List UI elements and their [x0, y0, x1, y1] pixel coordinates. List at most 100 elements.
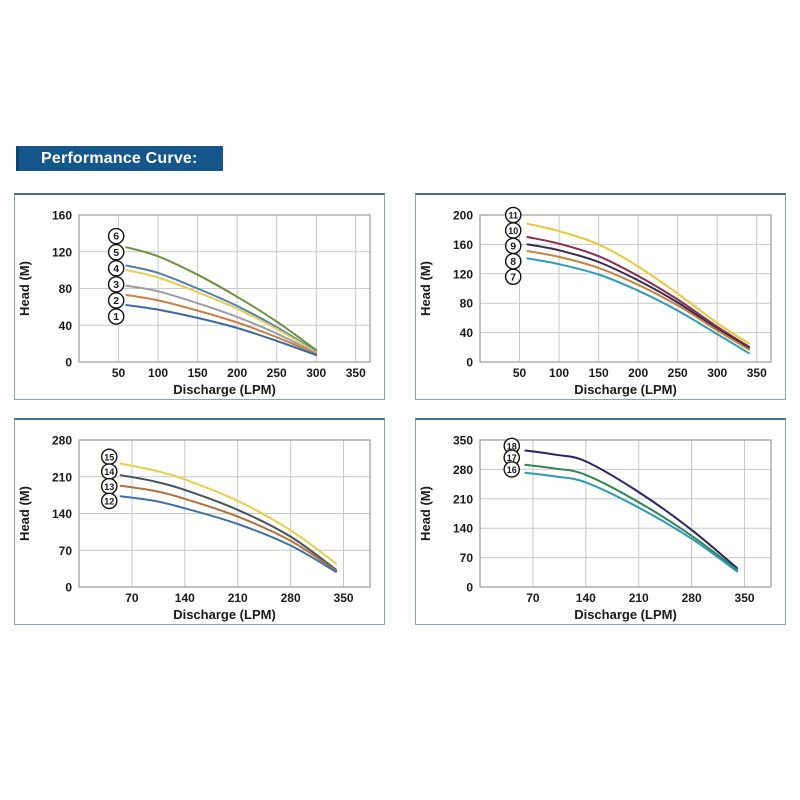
x-tick-label-280: 280 [682, 591, 702, 605]
curve-14 [119, 474, 337, 571]
y-tick-label-0: 0 [466, 581, 473, 595]
x-tick-label-150: 150 [589, 366, 609, 380]
x-tick-label-200: 200 [227, 366, 247, 380]
y-tick-label-120: 120 [52, 245, 72, 259]
section-title: Performance Curve: [41, 149, 198, 167]
x-tick-label-100: 100 [549, 366, 569, 380]
y-tick-label-280: 280 [52, 434, 72, 448]
plot-border [78, 439, 371, 588]
x-tick-label-140: 140 [576, 591, 596, 605]
x-tick-label-210: 210 [228, 591, 248, 605]
curve-7 [526, 257, 750, 355]
y-tick-label-160: 160 [453, 238, 473, 252]
chart-panel-2: 0 40 80 120 160 200 50 100 150 200 250 300 350 Discha… [415, 193, 786, 400]
curve-4 [125, 269, 318, 354]
chart-panel-1: 0 40 80 120 160 50 100 150 200 250 300 350 Discharge… [14, 193, 385, 400]
x-tick-label-50: 50 [112, 366, 126, 380]
curve-badge-label-12: 12 [104, 497, 114, 507]
curve-badge-circle-4 [107, 259, 125, 277]
y-tick-label-40: 40 [59, 319, 73, 333]
curve-13 [119, 484, 337, 572]
y-tick-label-280: 280 [453, 463, 473, 477]
performance-chart-4: 0 70 140 210 280 350 70 140 210 280 350 Discharge (… [418, 434, 772, 622]
y-tick-label-0: 0 [65, 356, 72, 370]
curve-badge-label-13: 13 [104, 482, 114, 492]
curve-6 [125, 246, 318, 352]
curve-badge-circle-16 [503, 461, 521, 478]
x-tick-label-50: 50 [513, 366, 527, 380]
curve-8 [526, 250, 750, 351]
y-tick-label-210: 210 [52, 470, 72, 484]
curve-badge-circle-5 [107, 243, 125, 261]
curve-badge-circle-12 [100, 492, 118, 510]
curve-badge-label-16: 16 [507, 465, 517, 475]
y-tick-label-140: 140 [52, 507, 72, 521]
x-axis-title: Discharge (LPM) [574, 607, 677, 622]
curve-badge-label-15: 15 [104, 452, 114, 462]
curve-11 [526, 222, 750, 345]
x-axis-title: Discharge (LPM) [173, 607, 276, 622]
x-tick-label-200: 200 [628, 366, 648, 380]
curve-badge-circle-1 [107, 308, 125, 325]
curve-badge-label-4: 4 [113, 263, 119, 275]
x-tick-label-70: 70 [526, 591, 540, 605]
curve-3 [125, 284, 318, 355]
curve-badge-label-1: 1 [113, 311, 119, 323]
x-tick-label-350: 350 [747, 366, 767, 380]
y-tick-label-80: 80 [460, 297, 474, 311]
x-tick-label-250: 250 [267, 366, 287, 380]
y-tick-label-140: 140 [453, 522, 473, 536]
y-tick-label-40: 40 [460, 326, 474, 340]
plot-border [479, 214, 772, 363]
x-tick-label-100: 100 [148, 366, 168, 380]
curve-badge-circle-3 [107, 276, 125, 293]
chart-panel-3: 0 70 140 210 280 70 140 210 280 350 Discharge (LPM… [14, 418, 385, 625]
curve-15 [119, 462, 337, 565]
curve-badge-label-9: 9 [510, 240, 516, 252]
curve-18 [524, 449, 738, 570]
curve-16 [524, 471, 738, 573]
y-tick-label-0: 0 [466, 356, 473, 370]
y-tick-label-200: 200 [453, 209, 473, 223]
curve-5 [125, 264, 318, 353]
y-tick-label-70: 70 [59, 544, 73, 558]
curve-badge-label-17: 17 [507, 453, 517, 463]
performance-chart-3: 0 70 140 210 280 70 140 210 280 350 Discharge (LPM… [17, 434, 371, 622]
curve-badge-label-2: 2 [113, 295, 119, 307]
chart-panel-4: 0 70 140 210 280 350 70 140 210 280 350 Discharge (… [415, 418, 786, 625]
curve-17 [524, 463, 738, 571]
y-axis-title: Head (M) [418, 486, 433, 541]
y-tick-label-350: 350 [453, 434, 473, 448]
curve-badge-label-5: 5 [113, 247, 119, 259]
curve-12 [119, 495, 337, 573]
x-tick-label-350: 350 [334, 591, 354, 605]
curve-badge-label-18: 18 [507, 441, 517, 451]
curve-9 [526, 243, 750, 349]
curve-badge-label-7: 7 [510, 271, 516, 283]
x-tick-label-300: 300 [306, 366, 326, 380]
x-tick-label-300: 300 [707, 366, 727, 380]
x-tick-label-70: 70 [125, 591, 139, 605]
y-axis-title: Head (M) [418, 261, 433, 316]
curve-1 [125, 304, 318, 357]
curve-10 [526, 236, 750, 348]
curve-badge-label-14: 14 [104, 467, 114, 477]
y-axis-title: Head (M) [17, 486, 32, 541]
curve-badge-circle-2 [107, 292, 125, 309]
curve-badge-label-11: 11 [508, 211, 518, 221]
y-tick-label-210: 210 [453, 492, 473, 506]
curve-2 [125, 293, 318, 356]
y-axis-title: Head (M) [17, 261, 32, 316]
x-tick-label-210: 210 [629, 591, 649, 605]
x-axis-title: Discharge (LPM) [173, 382, 276, 397]
x-tick-label-140: 140 [175, 591, 195, 605]
x-tick-label-350: 350 [735, 591, 755, 605]
section-title-bar: Performance Curve: [16, 146, 223, 171]
y-tick-label-80: 80 [59, 282, 73, 296]
curve-badge-label-10: 10 [508, 226, 518, 236]
y-tick-label-120: 120 [453, 267, 473, 281]
y-tick-label-0: 0 [65, 581, 72, 595]
plot-border [479, 439, 772, 588]
y-tick-label-160: 160 [52, 209, 72, 223]
x-tick-label-150: 150 [188, 366, 208, 380]
